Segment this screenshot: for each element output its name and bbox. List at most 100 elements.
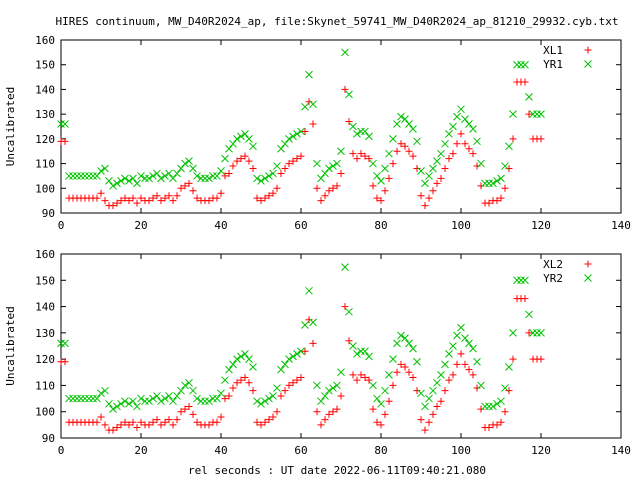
data-point	[289, 379, 297, 387]
data-point	[377, 177, 385, 185]
data-point	[521, 78, 529, 86]
data-point	[401, 363, 409, 371]
data-point	[225, 392, 233, 400]
data-point	[413, 165, 421, 173]
data-point	[325, 187, 333, 195]
data-point	[249, 363, 257, 371]
data-point	[429, 187, 437, 195]
plot-frame	[60, 253, 622, 439]
data-point	[525, 92, 533, 101]
data-point	[245, 355, 253, 363]
data-point	[469, 150, 477, 158]
data-point	[273, 384, 281, 392]
data-point	[409, 152, 417, 160]
data-point	[129, 174, 137, 183]
plot-frame	[60, 39, 622, 214]
data-point	[505, 142, 513, 151]
data-point	[137, 172, 145, 180]
data-point	[89, 172, 97, 180]
data-point	[301, 321, 309, 329]
data-point	[373, 194, 381, 202]
data-point	[377, 399, 385, 408]
data-point	[433, 179, 441, 187]
data-point	[537, 355, 545, 363]
data-point	[437, 149, 445, 158]
data-point	[497, 418, 505, 426]
y-tick-label: 160	[35, 34, 55, 47]
series-xl1	[57, 78, 545, 210]
data-point	[157, 397, 165, 406]
data-point	[285, 160, 293, 168]
data-point	[297, 127, 305, 136]
data-point	[537, 135, 545, 143]
x-tick-label: 0	[58, 444, 65, 457]
data-point	[337, 147, 345, 156]
data-point	[221, 395, 229, 403]
data-point	[413, 357, 421, 366]
data-point	[229, 360, 237, 369]
data-point	[261, 194, 269, 202]
data-point	[117, 177, 125, 185]
data-point	[209, 394, 217, 403]
data-point	[309, 120, 317, 128]
data-point	[341, 48, 349, 57]
data-point	[453, 360, 461, 368]
data-point	[373, 394, 381, 403]
data-point	[457, 105, 465, 114]
data-point	[369, 182, 377, 190]
data-point	[365, 155, 373, 163]
data-point	[481, 402, 489, 411]
data-point	[277, 392, 285, 400]
data-point	[365, 352, 373, 361]
data-point	[261, 174, 269, 183]
data-point	[329, 184, 337, 192]
data-point	[441, 139, 449, 148]
data-point	[133, 402, 141, 411]
data-point	[241, 350, 249, 358]
data-point	[409, 125, 417, 133]
data-point	[249, 387, 257, 395]
data-point	[345, 337, 353, 345]
data-point	[437, 397, 445, 405]
data-point	[233, 355, 241, 363]
data-point	[161, 172, 169, 180]
data-point	[369, 381, 377, 390]
data-point	[413, 137, 421, 146]
data-point	[265, 192, 273, 200]
data-point	[521, 276, 529, 285]
data-point	[301, 102, 309, 111]
data-point	[381, 187, 389, 195]
data-point	[149, 394, 157, 403]
data-point	[265, 172, 273, 180]
data-point	[321, 192, 329, 200]
data-point	[409, 344, 417, 353]
data-point	[361, 152, 369, 160]
data-point	[221, 172, 229, 180]
data-point	[253, 174, 261, 183]
data-point	[205, 197, 213, 205]
data-point	[213, 194, 221, 202]
x-tick-label: 20	[134, 219, 147, 232]
data-point	[121, 174, 129, 183]
data-point	[333, 381, 341, 390]
data-point	[313, 184, 321, 192]
data-point	[437, 174, 445, 182]
data-point	[405, 339, 413, 348]
data-point	[333, 182, 341, 190]
y-tick-label: 150	[35, 59, 55, 72]
data-point	[237, 376, 245, 384]
data-point	[117, 399, 125, 408]
y-tick-label: 90	[42, 432, 55, 445]
legend-marker	[584, 46, 592, 54]
data-point	[313, 381, 321, 390]
data-point	[397, 360, 405, 368]
data-point	[437, 371, 445, 379]
data-point	[425, 194, 433, 202]
data-point	[65, 172, 73, 180]
data-point	[101, 164, 109, 173]
data-point	[469, 344, 477, 353]
data-point	[421, 426, 429, 434]
legend-label: YR1	[543, 58, 563, 71]
y-tick-label: 120	[35, 353, 55, 366]
data-point	[313, 159, 321, 168]
